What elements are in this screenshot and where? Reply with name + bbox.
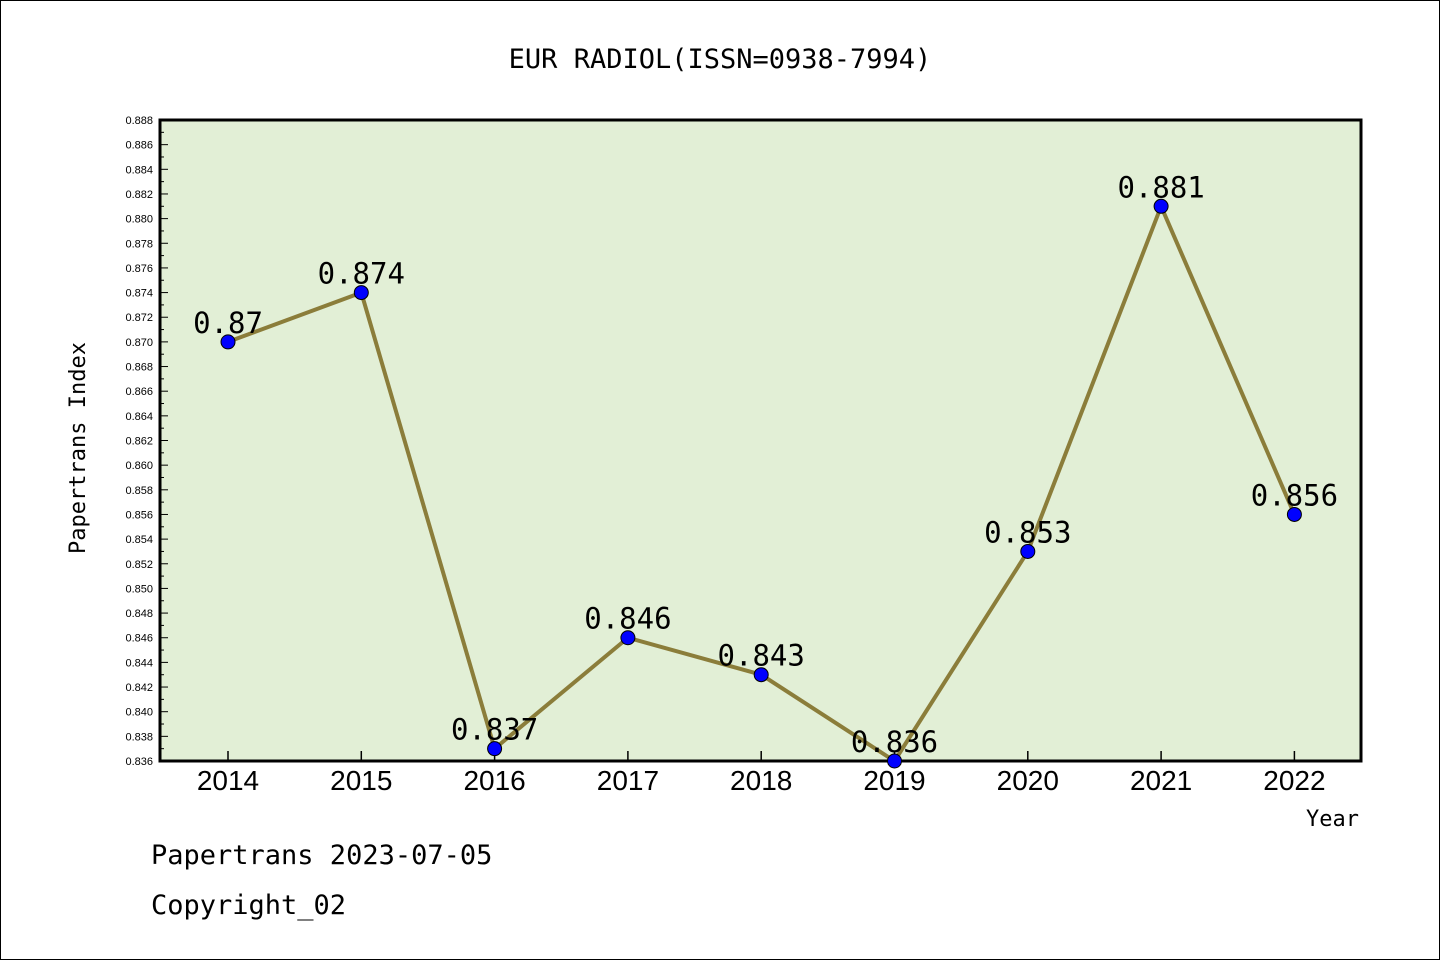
y-tick-label: 0.888: [125, 115, 153, 127]
x-tick-label: 2015: [330, 765, 392, 796]
y-tick-label: 0.850: [125, 583, 153, 595]
data-label: 0.881: [1117, 170, 1204, 204]
plot-area: [158, 118, 1363, 763]
y-tick-label: 0.886: [125, 140, 153, 152]
x-tick-label: 2018: [730, 765, 792, 796]
footer-copyright: Copyright_02: [151, 890, 346, 921]
y-tick-label: 0.864: [125, 411, 153, 423]
y-tick-label: 0.854: [125, 534, 153, 546]
y-tick-label: 0.876: [125, 263, 153, 275]
y-tick-label: 0.862: [125, 436, 153, 448]
footer-date: Papertrans 2023-07-05: [151, 840, 492, 871]
data-label: 0.87: [193, 306, 263, 340]
y-tick-label: 0.882: [125, 189, 153, 201]
y-tick-label: 0.872: [125, 312, 153, 324]
chart-title: EUR RADIOL(ISSN=0938-7994): [509, 44, 932, 75]
data-point: [353, 285, 369, 301]
data-point: [487, 741, 503, 757]
y-tick-label: 0.870: [125, 337, 153, 349]
y-tick-label: 0.860: [125, 460, 153, 472]
x-tick-label: 2016: [463, 765, 525, 796]
y-axis-label: Papertrans Index: [66, 342, 91, 554]
data-label: 0.856: [1251, 478, 1338, 512]
y-tick-label: 0.842: [125, 682, 153, 694]
y-axis: 0.836 0.838 0.840 0.842 0.844 0.846 0.848 0.850…: [125, 115, 168, 768]
data-label: 0.853: [984, 515, 1071, 549]
series-line-group: 0.87 0.874 0.837 0.846 0.843 0.836 0.853 0.881 0…: [193, 170, 1338, 769]
y-tick-label: 0.840: [125, 707, 153, 719]
data-label: 0.836: [851, 725, 938, 759]
data-label: 0.874: [318, 257, 405, 291]
y-tick-label: 0.884: [125, 164, 153, 176]
x-tick-label: 2017: [597, 765, 659, 796]
x-tick-label: 2014: [197, 765, 259, 796]
y-tick-label: 0.852: [125, 559, 153, 571]
data-point: [1153, 198, 1169, 214]
x-tick-label: 2019: [863, 765, 925, 796]
y-tick-label: 0.878: [125, 238, 153, 250]
y-tick-label: 0.874: [125, 288, 153, 300]
data-point: [620, 630, 636, 646]
data-point: [753, 667, 769, 683]
y-tick-label: 0.856: [125, 509, 153, 521]
y-tick-label: 0.866: [125, 386, 153, 398]
x-tick-label: 2022: [1263, 765, 1325, 796]
data-point: [1286, 506, 1302, 522]
y-tick-label: 0.844: [125, 657, 153, 669]
data-point: [220, 334, 236, 350]
data-label: 0.837: [451, 713, 538, 747]
data-point: [1020, 543, 1036, 559]
y-tick-label: 0.858: [125, 485, 153, 497]
data-label: 0.843: [718, 639, 805, 673]
y-tick-label: 0.846: [125, 633, 153, 645]
x-tick-label: 2020: [997, 765, 1059, 796]
data-point: [887, 753, 902, 769]
y-tick-label: 0.868: [125, 362, 153, 374]
y-tick-label: 0.880: [125, 214, 153, 226]
x-axis-label: Year: [1306, 807, 1359, 832]
y-tick-label: 0.848: [125, 608, 153, 620]
y-tick-label: 0.836: [125, 756, 153, 768]
x-axis: 2014 2015 2016 2017 2018 2019 2020 2021 2022: [197, 751, 1326, 796]
data-label: 0.846: [584, 602, 671, 636]
y-tick-label: 0.838: [125, 731, 153, 743]
x-tick-label: 2021: [1130, 765, 1192, 796]
